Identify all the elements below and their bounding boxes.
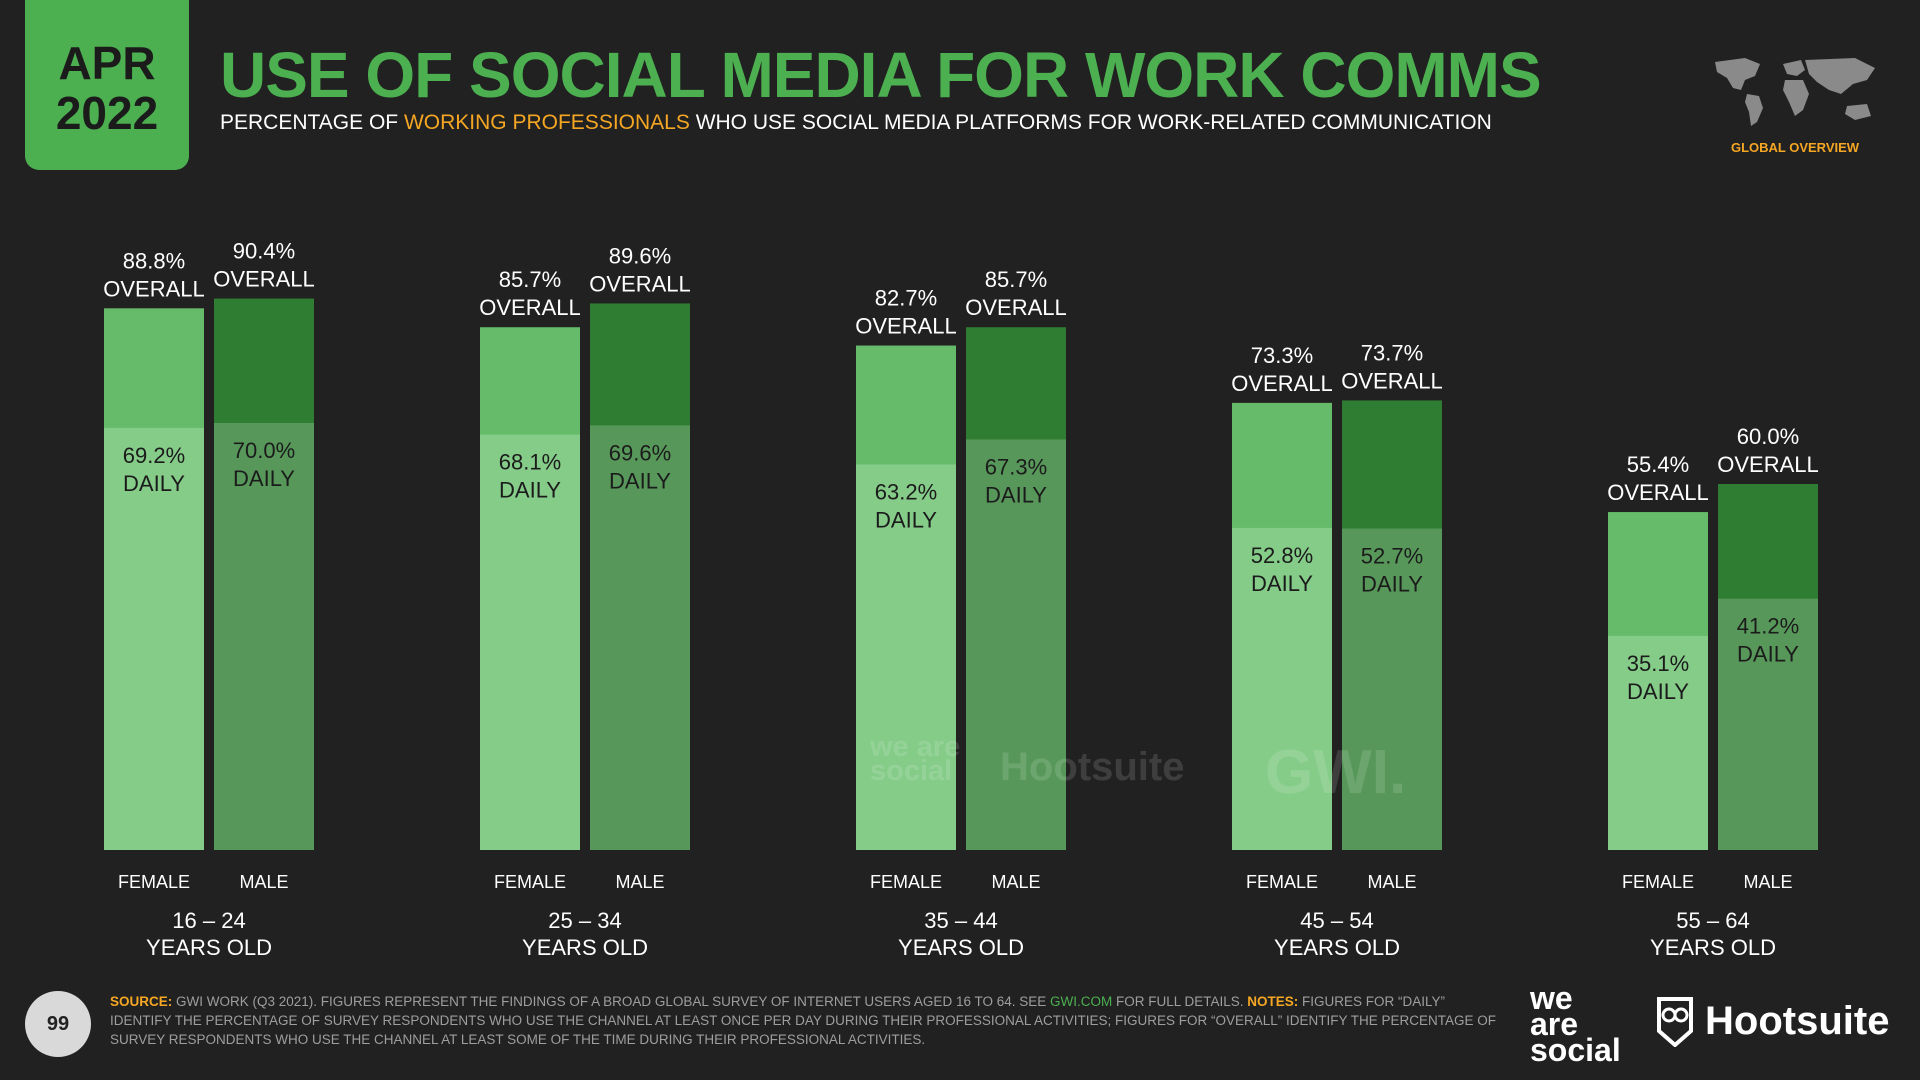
age-group-label: 55 – 64 — [1676, 908, 1749, 933]
daily-value-label: 68.1% — [499, 450, 561, 475]
age-group-sublabel: YEARS OLD — [146, 935, 272, 960]
footnote: SOURCE: GWI WORK (Q3 2021). FIGURES REPR… — [110, 992, 1500, 1049]
bar-daily — [856, 464, 956, 850]
date-year: 2022 — [55, 87, 159, 139]
gender-label: FEMALE — [870, 872, 942, 892]
daily-value-label: 67.3% — [985, 454, 1047, 479]
bar-daily — [480, 434, 580, 850]
subtitle-suffix: WHO USE SOCIAL MEDIA PLATFORMS FOR WORK-… — [689, 111, 1492, 134]
source-label: SOURCE: — [110, 994, 173, 1009]
overall-suffix-label: OVERALL — [479, 295, 581, 320]
gender-label: FEMALE — [1246, 872, 1318, 892]
gender-label: MALE — [239, 872, 288, 892]
overall-value-label: 88.8% — [123, 248, 185, 273]
bar-daily — [214, 423, 314, 850]
logo-hootsuite-text: Hootsuite — [1705, 998, 1890, 1043]
daily-suffix-label: DAILY — [985, 482, 1047, 507]
daily-value-label: 35.1% — [1627, 651, 1689, 676]
page-number: 99 — [25, 991, 91, 1057]
overall-suffix-label: OVERALL — [213, 267, 315, 292]
hootsuite-logo: Hootsuite — [1655, 995, 1889, 1047]
overall-value-label: 73.3% — [1251, 343, 1313, 368]
source-text: GWI WORK (Q3 2021). FIGURES REPRESENT TH… — [172, 994, 1050, 1009]
subtitle-prefix: PERCENTAGE OF — [220, 111, 404, 134]
bar-daily — [104, 427, 204, 850]
overall-suffix-label: OVERALL — [1607, 480, 1709, 505]
bar-daily — [966, 439, 1066, 850]
daily-value-label: 52.8% — [1251, 543, 1313, 568]
overall-value-label: 82.7% — [875, 286, 937, 311]
overall-suffix-label: OVERALL — [1341, 368, 1443, 393]
notes-text: FIGURES FOR “DAILY” IDENTIFY THE PERCENT… — [110, 994, 1497, 1047]
bar-daily — [1342, 528, 1442, 850]
overall-suffix-label: OVERALL — [103, 276, 205, 301]
daily-value-label: 70.0% — [233, 438, 295, 463]
overall-value-label: 55.4% — [1627, 452, 1689, 477]
gender-label: MALE — [1743, 872, 1792, 892]
bar-daily — [1718, 598, 1818, 850]
daily-value-label: 41.2% — [1737, 614, 1799, 639]
owl-icon — [1657, 997, 1693, 1047]
age-group-sublabel: YEARS OLD — [522, 935, 648, 960]
daily-suffix-label: DAILY — [1737, 642, 1799, 667]
bar-chart: 88.8% OVERALL 69.2% DAILY FEMALE 90.4% OVERALL… — [103, 239, 1819, 960]
overall-value-label: 85.7% — [499, 267, 561, 292]
daily-suffix-label: DAILY — [609, 468, 671, 493]
overall-suffix-label: OVERALL — [855, 314, 957, 339]
age-group-label: 35 – 44 — [924, 908, 997, 933]
bar-daily — [1608, 635, 1708, 850]
age-group-label: 45 – 54 — [1300, 908, 1373, 933]
overall-value-label: 73.7% — [1361, 340, 1423, 365]
daily-suffix-label: DAILY — [1361, 572, 1423, 597]
age-group-sublabel: YEARS OLD — [898, 935, 1024, 960]
bar-daily — [1232, 527, 1332, 850]
overall-suffix-label: OVERALL — [589, 271, 691, 296]
overall-suffix-label: OVERALL — [1231, 371, 1333, 396]
age-group-sublabel: YEARS OLD — [1650, 935, 1776, 960]
watermark-wearesocial: we are social — [870, 731, 961, 787]
logo-we: we — [1530, 980, 1573, 1016]
world-map-icon — [1715, 58, 1875, 126]
daily-suffix-label: DAILY — [875, 507, 937, 532]
overall-value-label: 89.6% — [609, 243, 671, 268]
we-are-social-logo: we are social — [1530, 980, 1621, 1068]
age-group-label: 25 – 34 — [548, 908, 621, 933]
daily-value-label: 52.7% — [1361, 544, 1423, 569]
overall-value-label: 85.7% — [985, 267, 1047, 292]
daily-suffix-label: DAILY — [1627, 679, 1689, 704]
bar-daily — [590, 425, 690, 850]
daily-value-label: 69.6% — [609, 440, 671, 465]
gender-label: MALE — [615, 872, 664, 892]
date-month: APR — [58, 37, 156, 89]
daily-value-label: 63.2% — [875, 479, 937, 504]
source-link[interactable]: GWI.COM — [1050, 994, 1113, 1009]
page-title: USE OF SOCIAL MEDIA FOR WORK COMMS — [220, 39, 1542, 111]
notes-label: NOTES: — [1247, 994, 1299, 1009]
logo-are: are — [1530, 1006, 1579, 1042]
source-text-2: FOR FULL DETAILS. — [1112, 994, 1248, 1009]
watermark-hootsuite: Hootsuite — [1000, 745, 1185, 789]
global-overview-label: GLOBAL OVERVIEW — [1730, 140, 1860, 155]
subtitle-highlight: WORKING PROFESSIONALS — [403, 111, 690, 134]
daily-suffix-label: DAILY — [233, 466, 295, 491]
daily-suffix-label: DAILY — [499, 478, 561, 503]
watermark-gwi: GWI. — [1265, 738, 1407, 807]
daily-value-label: 69.2% — [123, 443, 185, 468]
logo-social: social — [1530, 1032, 1621, 1068]
age-group-label: 16 – 24 — [172, 908, 245, 933]
date-badge: APR 2022 — [25, 0, 189, 170]
overall-value-label: 90.4% — [233, 239, 295, 264]
gender-label: FEMALE — [1622, 872, 1694, 892]
gender-label: MALE — [1367, 872, 1416, 892]
overall-suffix-label: OVERALL — [1717, 452, 1819, 477]
daily-suffix-label: DAILY — [1251, 571, 1313, 596]
daily-suffix-label: DAILY — [123, 471, 185, 496]
gender-label: FEMALE — [118, 872, 190, 892]
overall-value-label: 60.0% — [1737, 424, 1799, 449]
gender-label: FEMALE — [494, 872, 566, 892]
page-subtitle: PERCENTAGE OF WORKING PROFESSIONALS WHO … — [220, 111, 1492, 135]
gender-label: MALE — [991, 872, 1040, 892]
age-group-sublabel: YEARS OLD — [1274, 935, 1400, 960]
overall-suffix-label: OVERALL — [965, 295, 1067, 320]
